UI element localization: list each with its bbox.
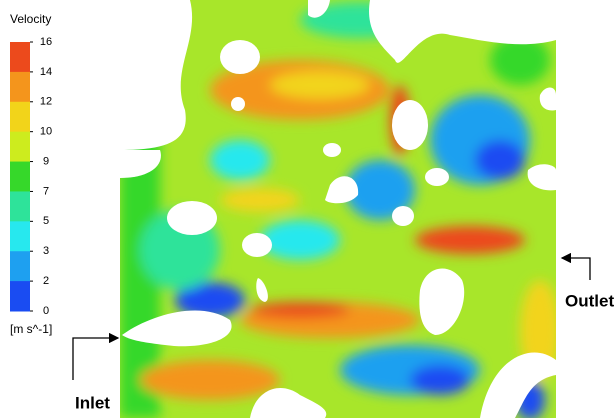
color-band: [10, 191, 30, 222]
color-band: [10, 251, 30, 282]
tick-label: 16: [40, 36, 52, 48]
tick-label: 3: [43, 245, 49, 257]
tick-label: 0: [43, 305, 49, 317]
inlet-arrow: [72, 332, 120, 380]
color-band: [10, 101, 30, 133]
outlet-arrow: [560, 252, 591, 280]
tick-label: 9: [43, 155, 49, 167]
tick-label: 2: [43, 275, 49, 287]
tick-label: 5: [43, 215, 49, 227]
tick-label: 12: [40, 96, 52, 108]
legend-title: Velocity: [10, 12, 51, 26]
flow-field: [120, 0, 556, 418]
color-band: [10, 281, 30, 312]
inlet-label: Inlet: [75, 393, 110, 412]
outlet-label: Outlet: [565, 291, 614, 310]
color-band: [10, 131, 30, 163]
legend-unit: [m s^-1]: [10, 322, 52, 336]
tick-label: 14: [40, 66, 52, 78]
tick-label: 7: [43, 185, 49, 197]
tick-label: 10: [40, 126, 52, 138]
color-band: [10, 71, 30, 103]
color-band: [10, 221, 30, 252]
color-band: [10, 161, 30, 192]
color-band: [10, 42, 30, 73]
